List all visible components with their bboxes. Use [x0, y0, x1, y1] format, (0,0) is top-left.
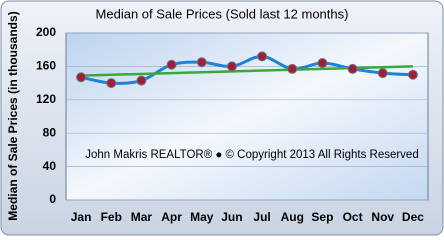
x-tick-label: Nov	[371, 210, 394, 224]
x-tick-label: Jun	[221, 210, 242, 224]
data-point	[106, 78, 117, 89]
data-point	[76, 72, 87, 83]
plot-area	[65, 32, 429, 201]
y-tick-label: 0	[49, 192, 56, 206]
x-tick-label: Sep	[311, 210, 333, 224]
y-axis-label: Median of Sale Prices (in thousands)	[6, 11, 20, 220]
data-point	[317, 58, 328, 69]
y-tick-label: 40	[43, 159, 57, 173]
watermark: John Makris REALTOR® ● © Copyright 2013 …	[85, 149, 418, 161]
x-tick-label: Mar	[131, 210, 153, 224]
data-point	[166, 59, 177, 70]
y-tick-label: 200	[36, 25, 56, 39]
x-tick-label: Aug	[281, 210, 304, 224]
x-tick-label: Dec	[402, 210, 424, 224]
x-tick-label: Jul	[253, 210, 270, 224]
data-point	[347, 63, 358, 74]
y-tick-label: 80	[43, 125, 57, 139]
data-point	[377, 68, 388, 79]
x-tick-label: Jan	[71, 210, 92, 224]
trend-line	[81, 65, 413, 77]
data-point	[257, 51, 268, 62]
chart-title: Median of Sale Prices (Sold last 12 mont…	[96, 6, 349, 21]
data-point	[226, 61, 237, 72]
x-tick-label: Feb	[101, 210, 122, 224]
data-point	[136, 75, 147, 86]
x-tick-label: May	[190, 210, 214, 224]
data-point	[196, 57, 207, 68]
data-point	[407, 69, 418, 80]
x-tick-label: Oct	[343, 210, 363, 224]
y-tick-label: 120	[36, 92, 56, 106]
x-tick-label: Apr	[161, 210, 182, 224]
data-point	[287, 63, 298, 74]
y-tick-label: 160	[36, 59, 56, 73]
